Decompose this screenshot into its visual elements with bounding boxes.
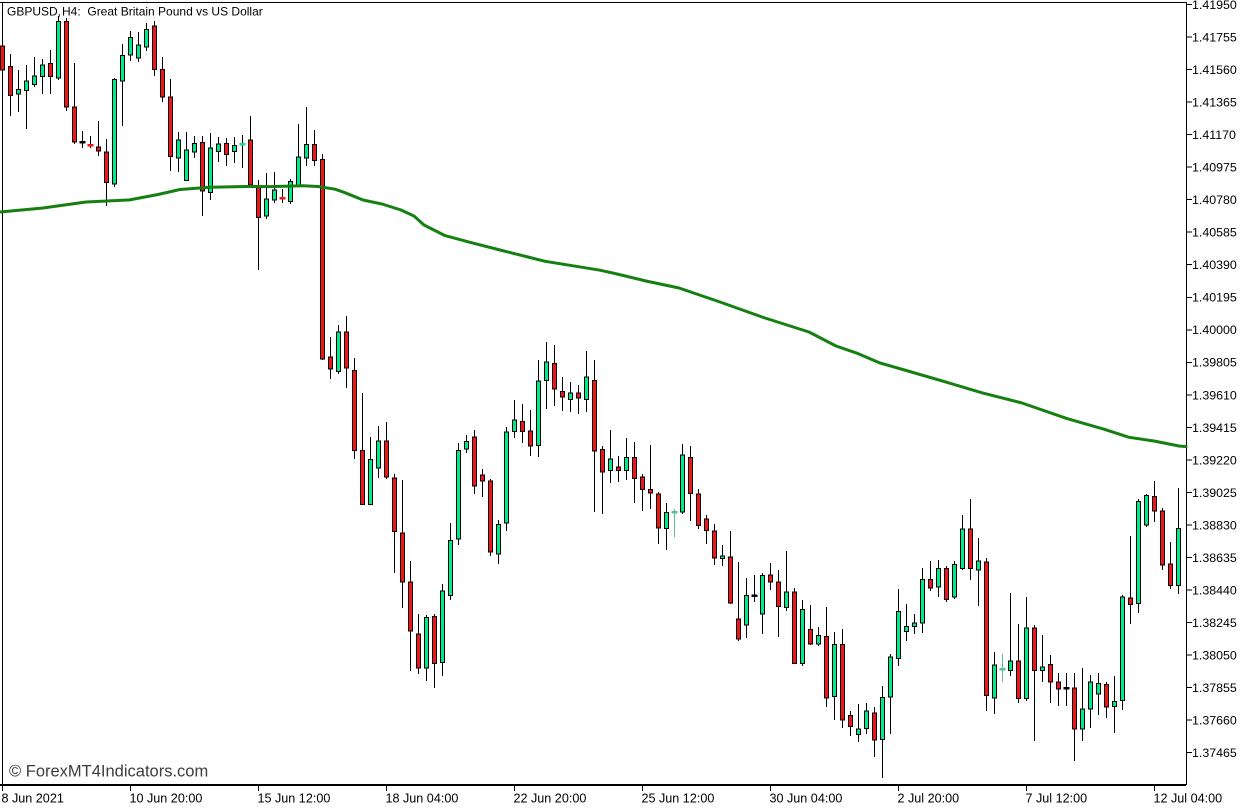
svg-text:30 Jun 04:00: 30 Jun 04:00 xyxy=(770,792,843,806)
svg-text:25 Jun 12:00: 25 Jun 12:00 xyxy=(642,792,715,806)
svg-text:22 Jun 20:00: 22 Jun 20:00 xyxy=(514,792,587,806)
svg-text:1.40390: 1.40390 xyxy=(1192,258,1237,272)
svg-text:1.39805: 1.39805 xyxy=(1192,356,1237,370)
svg-text:1.37855: 1.37855 xyxy=(1192,681,1237,695)
svg-text:1.41950: 1.41950 xyxy=(1192,0,1237,12)
svg-text:1.39415: 1.39415 xyxy=(1192,421,1237,435)
svg-text:1.39610: 1.39610 xyxy=(1192,388,1237,402)
svg-text:1.41755: 1.41755 xyxy=(1192,30,1237,44)
svg-text:15 Jun 12:00: 15 Jun 12:00 xyxy=(258,792,331,806)
svg-text:1.37465: 1.37465 xyxy=(1192,746,1237,760)
svg-text:1.38245: 1.38245 xyxy=(1192,616,1237,630)
svg-text:10 Jun 20:00: 10 Jun 20:00 xyxy=(130,792,203,806)
svg-text:1.38440: 1.38440 xyxy=(1192,583,1237,597)
svg-text:1.41365: 1.41365 xyxy=(1192,96,1237,110)
svg-text:1.40780: 1.40780 xyxy=(1192,193,1237,207)
svg-text:18 Jun 04:00: 18 Jun 04:00 xyxy=(386,792,459,806)
svg-text:GBPUSD, H4: Great Britain Pou: GBPUSD, H4: Great Britain Pound vs US Do… xyxy=(7,5,263,19)
svg-text:1.37660: 1.37660 xyxy=(1192,714,1237,728)
svg-text:1.41170: 1.41170 xyxy=(1192,128,1236,142)
svg-text:1.38830: 1.38830 xyxy=(1192,518,1237,532)
svg-text:1.40585: 1.40585 xyxy=(1192,226,1237,240)
svg-text:7 Jul 12:00: 7 Jul 12:00 xyxy=(1026,792,1088,806)
svg-text:1.40975: 1.40975 xyxy=(1192,161,1237,175)
svg-text:© ForexMT4Indicators.com: © ForexMT4Indicators.com xyxy=(9,763,208,781)
svg-text:1.39025: 1.39025 xyxy=(1192,486,1237,500)
svg-text:1.38635: 1.38635 xyxy=(1192,551,1237,565)
svg-text:1.41560: 1.41560 xyxy=(1192,63,1237,77)
svg-text:1.40195: 1.40195 xyxy=(1192,291,1237,305)
svg-text:2 Jul 20:00: 2 Jul 20:00 xyxy=(898,792,960,806)
svg-text:1.39220: 1.39220 xyxy=(1192,453,1237,467)
svg-text:8 Jun 2021: 8 Jun 2021 xyxy=(2,792,64,806)
svg-text:1.38050: 1.38050 xyxy=(1192,649,1237,663)
svg-text:12 Jul 04:00: 12 Jul 04:00 xyxy=(1154,792,1223,806)
svg-text:1.40000: 1.40000 xyxy=(1192,323,1237,337)
